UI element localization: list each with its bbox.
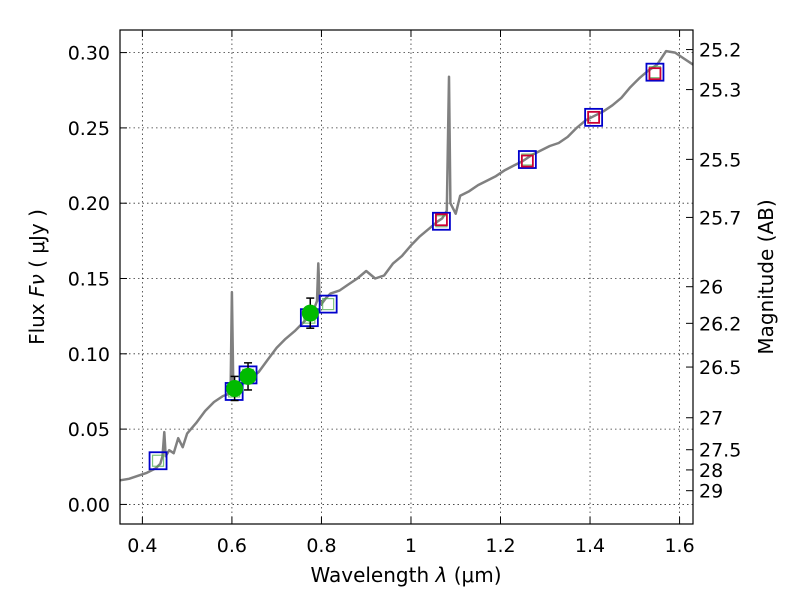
y-tick-label: 0.20 (68, 193, 110, 215)
y-axis-right-label: Magnitude (AB) (754, 199, 778, 354)
x-tick-label: 1.2 (485, 535, 515, 557)
sed-chart: 0.4 0.6 0.8 1 1.2 1.4 1.6 0.00 0.05 0.10 0.15 0.20 0… (0, 0, 800, 600)
y-tick-label: 0.30 (68, 43, 110, 65)
mag-tick-label: 28 (699, 460, 723, 482)
spectrum-line (120, 51, 693, 480)
y-tick-label: 0.15 (68, 269, 110, 291)
x-tick-label: 1 (405, 535, 417, 557)
x-tick-label: 1.6 (664, 535, 694, 557)
mag-tick-label: 26.2 (699, 313, 741, 335)
y-tick-label: 0.05 (68, 419, 110, 441)
plot-frame (120, 30, 693, 524)
x-tick-label: 0.6 (217, 535, 247, 557)
mag-tick-label: 26.5 (699, 357, 741, 379)
mag-tick-label: 26 (699, 277, 723, 299)
mag-tick-label: 25.7 (699, 207, 741, 229)
observed-point (302, 305, 318, 321)
y-tick-label: 0.25 (68, 118, 110, 140)
mag-tick-label: 25.3 (699, 80, 741, 102)
axis-ticks: 0.4 0.6 0.8 1 1.2 1.4 1.6 0.00 0.05 0.10 0.15 0.20 0… (68, 30, 742, 557)
mag-tick-label: 27.5 (699, 440, 741, 462)
x-tick-label: 0.4 (127, 535, 157, 557)
spectrum-series (120, 51, 693, 480)
x-tick-label: 0.8 (306, 535, 336, 557)
y-tick-label: 0.00 (68, 494, 110, 516)
observed-point (240, 368, 256, 384)
grid-lines (120, 30, 693, 524)
mag-tick-label: 25.2 (699, 40, 741, 62)
mag-tick-label: 29 (699, 481, 723, 503)
x-axis-label: Wavelength λ (μm) (310, 563, 501, 587)
mag-tick-label: 27 (699, 408, 723, 430)
y-tick-label: 0.10 (68, 344, 110, 366)
y-axis-label: Flux Fν ( μJy ) (25, 209, 49, 345)
mag-tick-label: 25.5 (699, 149, 741, 171)
x-tick-label: 1.4 (575, 535, 605, 557)
observed-point (227, 380, 243, 396)
photometry-series (150, 64, 664, 470)
